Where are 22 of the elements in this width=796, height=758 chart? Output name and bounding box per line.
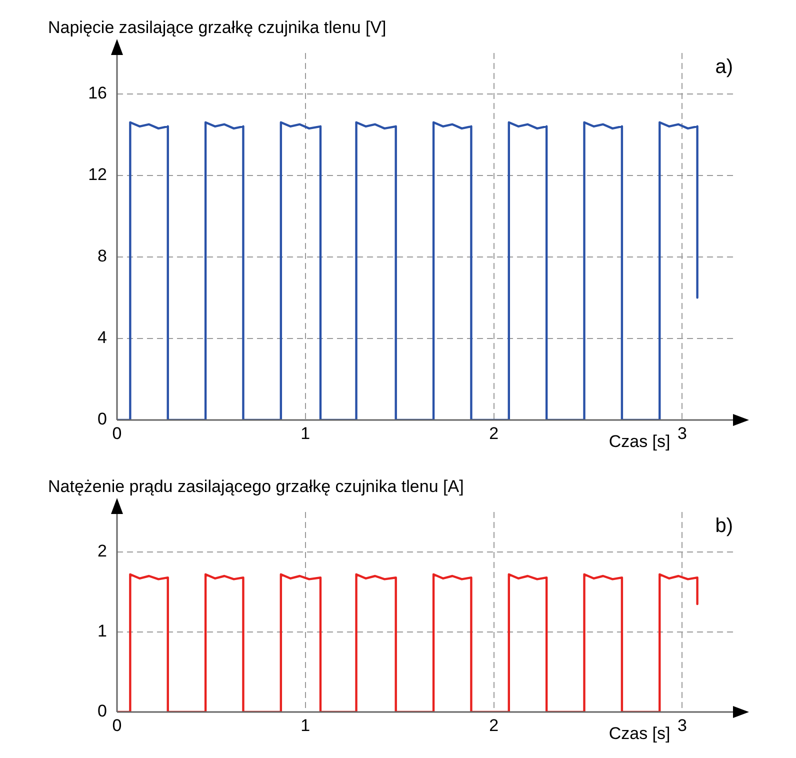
y-tick-label: 0 [98, 410, 107, 429]
x-tick-label: 1 [300, 424, 310, 443]
x-axis-title: Czas [s] [608, 432, 670, 451]
x-axis-title: Czas [s] [608, 724, 670, 743]
y-tick-label: 0 [98, 702, 107, 721]
x-tick-label: 0 [112, 424, 122, 443]
x-tick-label: 3 [678, 424, 687, 443]
x-tick-label: 2 [489, 424, 499, 443]
x-tick-label: 2 [489, 716, 499, 735]
y-axis-title: Napięcie zasilające grzałkę czujnika tlenu [V] [48, 18, 386, 37]
annotation: b) [715, 515, 733, 537]
annotation: a) [715, 56, 733, 78]
x-tick-label: 1 [300, 716, 310, 735]
y-tick-label: 12 [88, 165, 107, 184]
y-tick-label: 16 [88, 83, 107, 102]
y-axis-title: Natężenie prądu zasilającego grzałkę czujnika tlenu [A] [48, 477, 464, 496]
y-tick-label: 4 [98, 328, 107, 348]
x-tick-label: 0 [112, 716, 122, 735]
y-tick-label: 1 [98, 622, 107, 641]
y-tick-label: 8 [98, 246, 107, 266]
y-tick-label: 2 [98, 542, 107, 561]
x-tick-label: 3 [678, 716, 687, 735]
